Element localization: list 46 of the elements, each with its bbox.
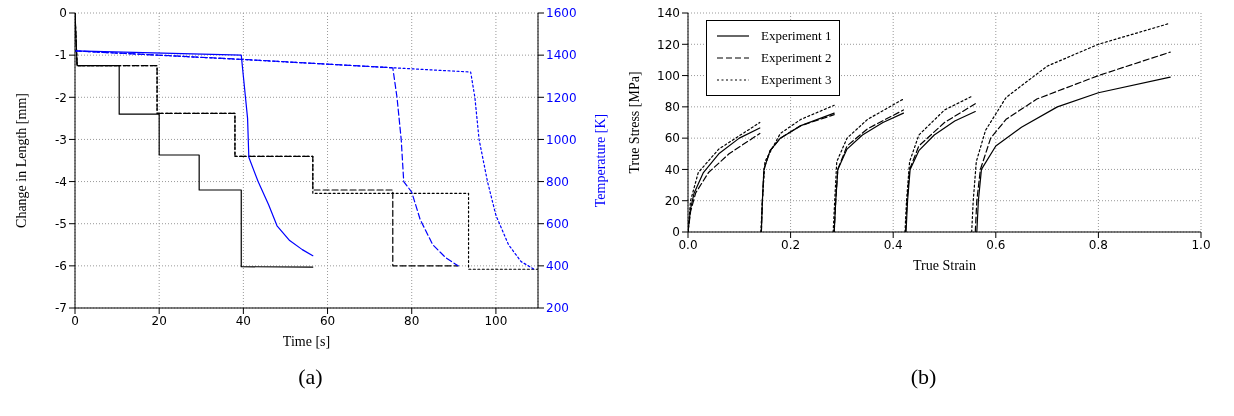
x-axis-title: True Strain [913, 258, 976, 273]
x-tick-label: 0.4 [883, 237, 903, 252]
y-tick-label: -2 [55, 90, 67, 105]
y-tick-label: 100 [657, 68, 680, 83]
y-tick-label: 0 [672, 225, 680, 240]
y-tick-label: 80 [664, 100, 680, 115]
y2-tick-label: 1000 [546, 132, 577, 147]
x-tick-label: 0 [71, 313, 79, 328]
y-tick-label: 60 [664, 131, 680, 146]
x-tick-label: 0.2 [781, 237, 801, 252]
y-tick-label: -4 [55, 174, 67, 189]
text: (a) [298, 364, 323, 390]
y-tick-label: 20 [664, 193, 680, 208]
y-tick-label: 140 [657, 6, 680, 21]
x-tick-label: 60 [319, 313, 336, 328]
x-tick-label: 20 [151, 313, 167, 328]
y2-tick-label: 200 [546, 301, 569, 316]
x-tick-label: 0.0 [678, 237, 698, 252]
x-tick-label: 0.6 [986, 237, 1006, 252]
x-tick-label: 1.0 [1191, 237, 1211, 252]
y-tick-label: -3 [55, 132, 67, 147]
x-axis-title: Time [s] [282, 334, 331, 349]
y-tick-label: 0 [59, 6, 67, 21]
legend-label: Experiment 2 [761, 50, 832, 66]
y2-tick-label: 800 [546, 174, 569, 189]
y-tick-label: 40 [664, 162, 680, 177]
y2-tick-label: 1600 [546, 6, 577, 21]
y2-tick-label: 400 [546, 259, 569, 274]
text: (b) [910, 364, 937, 390]
y2-axis-title: Temperature [K] [592, 113, 608, 208]
y-axis-title: Change in Length [mm] [13, 93, 29, 228]
x-tick-label: 0.8 [1088, 237, 1108, 252]
legend-label: Experiment 3 [761, 72, 832, 88]
y2-tick-label: 1400 [546, 48, 577, 63]
y2-tick-label: 1200 [546, 90, 577, 105]
y-axis-title: True Stress [MPa] [626, 71, 642, 174]
x-tick-label: 100 [484, 313, 508, 328]
y-tick-label: -5 [55, 216, 67, 231]
y-tick-label: 120 [657, 37, 680, 52]
legend-label: Experiment 1 [761, 28, 832, 44]
y-tick-label: -6 [55, 259, 67, 274]
y-tick-label: -7 [55, 301, 67, 316]
x-tick-label: 80 [404, 313, 420, 328]
x-tick-label: 40 [235, 313, 251, 328]
y2-tick-label: 600 [546, 216, 569, 231]
y-tick-label: -1 [55, 48, 67, 63]
